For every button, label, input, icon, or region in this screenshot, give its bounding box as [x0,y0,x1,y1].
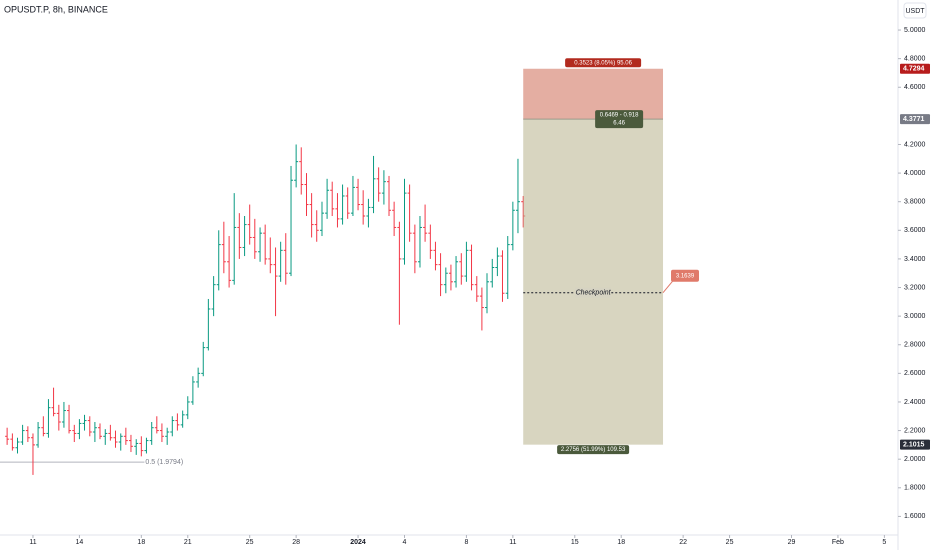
x-tick-label: 14 [76,539,84,546]
entry-label-bg [595,110,644,129]
x-tick-label: 15 [571,539,579,546]
x-tick-label: 2024 [350,539,366,546]
y-tick-label: 2.0000 [904,456,926,463]
y-tick-label: 2.6000 [904,370,926,377]
x-tick-label: 28 [292,539,300,546]
y-tick-label: 3.8000 [904,199,926,206]
y-tick-label: 3.6000 [904,227,926,234]
callout-box [671,269,700,282]
currency-label: USDT [905,8,925,15]
x-tick-label: 5 [882,539,886,546]
y-tick-label: 4.6000 [904,84,926,91]
y-tick-label: 2.4000 [904,399,926,406]
x-tick-label: 22 [679,539,687,546]
stop-price: 4.7294 [903,66,925,73]
y-tick-label: 2.2000 [904,427,926,434]
x-tick-label: Feb [832,539,844,546]
target-label: 2.2756 (51.99%) 109.53 [561,447,626,453]
target-price-bg [900,439,930,450]
y-tick-label: 4.8000 [904,55,926,62]
entry-label: 0.6469 - 0.918 [600,113,639,119]
y-tick-label: 1.8000 [904,485,926,492]
x-tick-label: 18 [617,539,625,546]
y-tick-label: 3.0000 [904,313,926,320]
fib-label: 0.5 (1.9794) [145,459,183,466]
x-tick-label: 25 [246,539,254,546]
callout-line [662,280,674,294]
stop-label: 0.3523 (8.05%) 95.06 [574,60,632,66]
y-tick-label: 4.2000 [904,141,926,148]
stop-price-bg [900,63,930,74]
x-tick-label: 11 [509,539,516,546]
y-tick-label: 1.6000 [904,513,926,520]
y-tick-label: 2.8000 [904,342,926,349]
entry-price: 4.3771 [903,116,925,123]
x-tick-label: 4 [403,539,407,546]
y-tick-label: 4.0000 [904,170,926,177]
x-tick-label: 25 [726,539,734,546]
y-tick-label: 3.4000 [904,256,926,263]
x-tick-label: 18 [137,539,145,546]
y-tick-label: 3.2000 [904,284,926,291]
entry-label: 6.46 [613,121,625,127]
target-zone [523,119,664,445]
checkpoint-text: Checkpoint [576,290,612,297]
entry-price-bg [900,114,930,125]
y-tick-label: 5.0000 [904,27,926,34]
currency-button[interactable] [903,2,927,19]
target-label-bg [557,445,630,455]
stop-label-bg [565,58,642,68]
x-tick-label: 8 [464,539,468,546]
chart-title: OPUSDT.P, 8h, BINANCE [4,4,108,14]
x-tick-label: 21 [184,539,192,546]
x-tick-label: 11 [29,539,36,546]
checkpoint-text-bg [575,287,612,298]
target-price: 2.1015 [903,442,925,449]
x-tick-label: 29 [788,539,796,546]
callout-label: 3.1639 [676,273,695,279]
